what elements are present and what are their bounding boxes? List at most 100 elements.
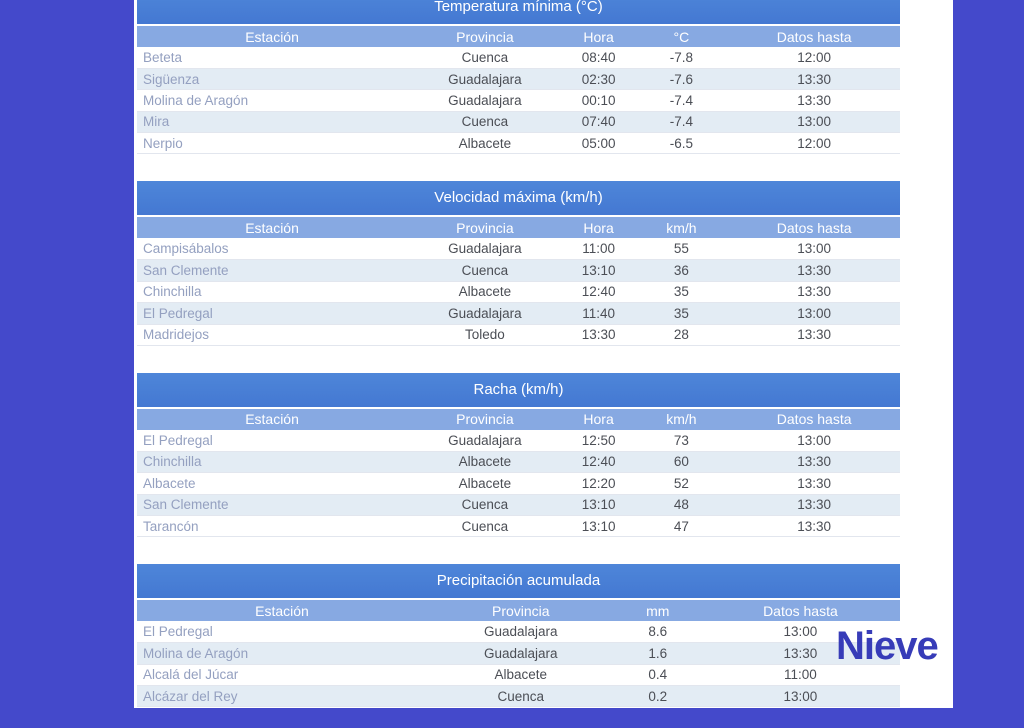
value-cell: 12:00 bbox=[728, 132, 900, 155]
nieve-label: Nieve bbox=[836, 624, 939, 668]
table-title: Temperatura mínima (°C) bbox=[137, 0, 900, 24]
station-cell[interactable]: San Clemente bbox=[137, 494, 408, 516]
value-cell: 35 bbox=[634, 302, 729, 325]
value-cell: 13:10 bbox=[562, 494, 635, 516]
value-cell: Toledo bbox=[407, 324, 563, 346]
value-cell: Cuenca bbox=[407, 47, 563, 69]
value-cell: 55 bbox=[634, 238, 729, 261]
value-cell: 13:00 bbox=[728, 111, 900, 134]
table-row: Chinchilla Albacete 12:40 60 13:30 bbox=[137, 451, 900, 474]
value-cell: 13:00 bbox=[728, 238, 900, 261]
station-cell[interactable]: Beteta bbox=[137, 47, 408, 69]
value-cell: Guadalajara bbox=[407, 89, 563, 112]
value-cell: 8.6 bbox=[614, 621, 701, 644]
value-cell: 13:30 bbox=[700, 642, 900, 665]
table-row: San Clemente Cuenca 13:10 36 13:30 bbox=[137, 259, 900, 282]
station-cell[interactable]: Sigüenza bbox=[137, 68, 408, 91]
value-cell: 12:40 bbox=[562, 281, 635, 304]
table-row: Chinchilla Albacete 12:40 35 13:30 bbox=[137, 281, 900, 304]
station-cell[interactable]: Chinchilla bbox=[137, 451, 408, 474]
data-table: Estación Provincia Hora km/h Datos hasta El P… bbox=[137, 408, 900, 538]
column-header: Datos hasta bbox=[700, 600, 900, 622]
table-row: San Clemente Cuenca 13:10 48 13:30 bbox=[137, 494, 900, 516]
value-cell: Cuenca bbox=[407, 515, 563, 538]
value-cell: Guadalajara bbox=[426, 621, 615, 644]
value-cell: 13:00 bbox=[700, 685, 900, 708]
value-cell: 13:00 bbox=[728, 302, 900, 325]
value-cell: 13:30 bbox=[728, 68, 900, 91]
data-table: Estación Provincia Hora °C Datos hasta Beteta… bbox=[137, 26, 900, 155]
value-cell: Cuenca bbox=[407, 111, 563, 134]
value-cell: Guadalajara bbox=[407, 429, 563, 452]
column-header: Provincia bbox=[407, 408, 563, 430]
value-cell: 28 bbox=[634, 324, 729, 346]
weather-table: Velocidad máxima (km/h) Estación Provincia… bbox=[137, 181, 900, 346]
table-row: Madridejos Toledo 13:30 28 13:30 bbox=[137, 324, 900, 346]
header-row: Estación Provincia mm Datos hasta bbox=[137, 600, 900, 622]
value-cell: 12:00 bbox=[728, 47, 900, 69]
value-cell: 12:20 bbox=[562, 472, 635, 495]
column-header: Datos hasta bbox=[728, 408, 900, 430]
header-row: Estación Provincia Hora km/h Datos hasta bbox=[137, 217, 900, 239]
table-row: Beteta Cuenca 08:40 -7.8 12:00 bbox=[137, 47, 900, 69]
value-cell: 47 bbox=[634, 515, 729, 538]
column-header: Provincia bbox=[407, 26, 563, 47]
value-cell: 13:30 bbox=[728, 515, 900, 538]
value-cell: -6.5 bbox=[634, 132, 729, 155]
station-cell[interactable]: San Clemente bbox=[137, 259, 408, 282]
column-header: Provincia bbox=[407, 217, 563, 239]
table-row: Campisábalos Guadalajara 11:00 55 13:00 bbox=[137, 238, 900, 261]
value-cell: 13:30 bbox=[728, 89, 900, 112]
station-cell[interactable]: Albacete bbox=[137, 472, 408, 495]
table-title: Velocidad máxima (km/h) bbox=[137, 181, 900, 216]
column-header: Hora bbox=[562, 217, 635, 239]
value-cell: 13:10 bbox=[562, 259, 635, 282]
value-cell: -7.6 bbox=[634, 68, 729, 91]
header-row: Estación Provincia Hora km/h Datos hasta bbox=[137, 408, 900, 430]
value-cell: 1.6 bbox=[614, 642, 701, 665]
value-cell: 73 bbox=[634, 429, 729, 452]
station-cell[interactable]: El Pedregal bbox=[137, 429, 408, 452]
table-row: Alcázar del Rey Cuenca 0.2 13:00 bbox=[137, 685, 900, 708]
value-cell: 35 bbox=[634, 281, 729, 304]
value-cell: Albacete bbox=[407, 451, 563, 474]
value-cell: 11:00 bbox=[700, 664, 900, 687]
station-cell[interactable]: Alcalá del Júcar bbox=[137, 664, 427, 687]
weather-table: Racha (km/h) Estación Provincia Hora km/h Dat… bbox=[137, 372, 900, 538]
value-cell: 07:40 bbox=[562, 111, 635, 134]
value-cell: 60 bbox=[634, 451, 729, 474]
station-cell[interactable]: Madridejos bbox=[137, 324, 408, 346]
weather-table: Temperatura mínima (°C) Estación Provincia… bbox=[137, 0, 900, 155]
station-cell[interactable]: Molina de Aragón bbox=[137, 89, 408, 112]
station-cell[interactable]: Tarancón bbox=[137, 515, 408, 538]
value-cell: 13:30 bbox=[562, 324, 635, 346]
value-cell: Guadalajara bbox=[407, 302, 563, 325]
station-cell[interactable]: El Pedregal bbox=[137, 621, 427, 644]
value-cell: 13:30 bbox=[728, 472, 900, 495]
station-cell[interactable]: Molina de Aragón bbox=[137, 642, 427, 665]
table-row: El Pedregal Guadalajara 11:40 35 13:00 bbox=[137, 302, 900, 325]
value-cell: Cuenca bbox=[407, 494, 563, 516]
station-cell[interactable]: Nerpio bbox=[137, 132, 408, 155]
data-table: Estación Provincia mm Datos hasta El Pedrega… bbox=[137, 600, 900, 708]
value-cell: 12:50 bbox=[562, 429, 635, 452]
station-cell[interactable]: Alcázar del Rey bbox=[137, 685, 427, 708]
value-cell: Guadalajara bbox=[407, 238, 563, 261]
table-title: Precipitación acumulada bbox=[137, 564, 900, 599]
value-cell: Albacete bbox=[426, 664, 615, 687]
column-header: Datos hasta bbox=[728, 217, 900, 239]
value-cell: -7.4 bbox=[634, 89, 729, 112]
column-header: Estación bbox=[137, 600, 427, 622]
value-cell: 0.4 bbox=[614, 664, 701, 687]
station-cell[interactable]: Mira bbox=[137, 111, 408, 134]
value-cell: Albacete bbox=[407, 132, 563, 155]
value-cell: 13:30 bbox=[728, 494, 900, 516]
value-cell: 13:30 bbox=[728, 259, 900, 282]
value-cell: 00:10 bbox=[562, 89, 635, 112]
station-cell[interactable]: El Pedregal bbox=[137, 302, 408, 325]
value-cell: Guadalajara bbox=[426, 642, 615, 665]
station-cell[interactable]: Chinchilla bbox=[137, 281, 408, 304]
column-header: Estación bbox=[137, 408, 408, 430]
table-row: Mira Cuenca 07:40 -7.4 13:00 bbox=[137, 111, 900, 134]
station-cell[interactable]: Campisábalos bbox=[137, 238, 408, 261]
